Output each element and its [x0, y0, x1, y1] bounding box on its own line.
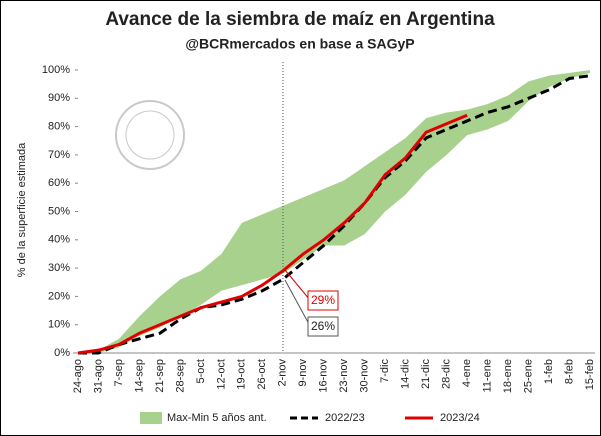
x-tick-label: 28-sep [174, 359, 186, 393]
legend-label: 2022/23 [325, 412, 365, 424]
x-tick-label: 9-nov [297, 359, 309, 387]
annotation: 26% [311, 319, 335, 333]
x-tick-label: 7-dic [379, 359, 391, 383]
x-tick-label: 21-sep [154, 359, 166, 393]
x-tick-label: 14-sep [133, 359, 145, 393]
y-tick-label: 40% [48, 234, 70, 246]
legend-label: Max-Min 5 años ant. [167, 412, 267, 424]
x-tick-label: 1-feb [543, 359, 555, 384]
y-tick-label: 50% [48, 205, 70, 217]
annotation-box [307, 316, 339, 337]
y-tick-label: 0% [54, 347, 70, 359]
y-axis-label: % de la superficie estimada [16, 142, 28, 277]
y-tick-label: 10% [48, 319, 70, 331]
x-tick-label: 14-dic [400, 359, 412, 389]
series-line [77, 113, 468, 355]
x-tick-label: 2-nov [277, 359, 289, 387]
y-tick-label: 100% [42, 64, 70, 76]
y-tick-label: 60% [48, 177, 70, 189]
x-tick-label: 4-ene [461, 359, 473, 387]
y-tick-label: 80% [48, 121, 70, 133]
x-tick-label: 23-nov [338, 359, 350, 393]
x-tick-label: 8-feb [563, 359, 575, 384]
x-tick-label: 30-nov [359, 359, 371, 393]
x-tick-label: 19-oct [236, 359, 248, 390]
x-tick-label: 12-oct [215, 359, 227, 390]
y-tick-label: 30% [48, 262, 70, 274]
x-tick-label: 5-oct [195, 359, 207, 383]
x-tick-label: 11-ene [482, 359, 494, 392]
legend-swatch [140, 412, 162, 424]
y-tick-label: 20% [48, 290, 70, 302]
plot: 0% 10% 20% 30% 40% 50% 60% 70% 80% 90% 100% 24-ago 3… [42, 64, 596, 393]
series-line [78, 74, 591, 355]
logo [115, 100, 185, 170]
x-tick-label: 18-ene [502, 359, 514, 393]
x-tick-label: 21-dic [420, 359, 432, 389]
annotation-box [307, 290, 339, 311]
annotation-connector [284, 269, 311, 301]
legend-label: 2023/24 [440, 412, 480, 424]
annotation: 29% [311, 293, 335, 307]
y-tick-label: 70% [48, 149, 70, 161]
x-tick-label: 7-sep [113, 359, 125, 387]
chart-title: Avance de la siembra de maíz en Argentin… [105, 9, 495, 30]
x-tick-label: 31-ago [92, 359, 104, 393]
x-tick-label: 24-ago [72, 359, 84, 393]
chart-subtitle: @BCRmercados en base a SAGyP [185, 36, 414, 52]
x-tick-label: 15-feb [584, 359, 596, 390]
y-tick-label: 90% [48, 92, 70, 104]
x-tick-label: 16-nov [318, 359, 330, 393]
x-tick-label: 26-oct [256, 359, 268, 390]
x-tick-label: 28-dic [441, 359, 453, 389]
x-tick-label: 25-ene [522, 359, 534, 393]
band-area [78, 70, 590, 353]
annotation-connector [284, 279, 311, 327]
